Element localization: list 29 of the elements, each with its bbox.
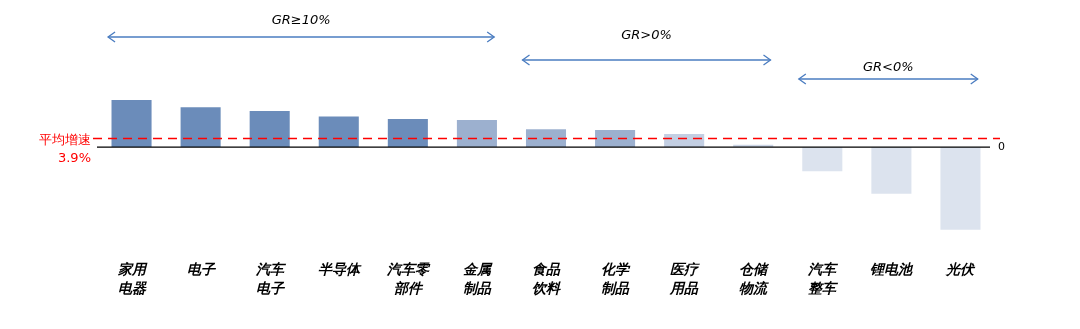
bar bbox=[525, 129, 567, 148]
bar bbox=[387, 119, 428, 148]
bar bbox=[802, 147, 843, 172]
x-tick-label: 汽车整车 bbox=[807, 260, 840, 296]
ref-line-label: 平均增速 3.9% bbox=[39, 132, 91, 166]
bar bbox=[871, 147, 912, 194]
x-tick-label: 化学制品 bbox=[601, 260, 632, 296]
x-tick-label: 医疗用品 bbox=[669, 260, 701, 296]
bar bbox=[180, 107, 221, 148]
bar bbox=[456, 120, 497, 148]
text: GR>0% bbox=[621, 26, 672, 42]
bar bbox=[940, 147, 981, 230]
text: GR<0% bbox=[862, 58, 914, 74]
x-tick-label: 食品饮料 bbox=[532, 260, 561, 296]
x-tick-label: 汽车电子 bbox=[254, 260, 287, 296]
x-tick-label: 锂电池 bbox=[870, 260, 915, 277]
bar bbox=[111, 99, 152, 148]
text: 0 bbox=[998, 140, 1005, 154]
x-tick-label: 电子 bbox=[186, 260, 217, 277]
text: GR≥10% bbox=[271, 11, 331, 27]
bar bbox=[318, 116, 359, 148]
x-tick-label: 汽车零部件 bbox=[385, 260, 431, 296]
x-tick-label: 家用电器 bbox=[116, 260, 148, 296]
x-tick-label: 仓储物流 bbox=[739, 260, 771, 296]
x-tick-label: 半导体 bbox=[317, 260, 362, 277]
bar bbox=[249, 111, 290, 148]
x-tick-label: 光伏 bbox=[945, 260, 977, 277]
bar bbox=[595, 130, 636, 148]
x-tick-label: 金属制品 bbox=[462, 260, 493, 296]
